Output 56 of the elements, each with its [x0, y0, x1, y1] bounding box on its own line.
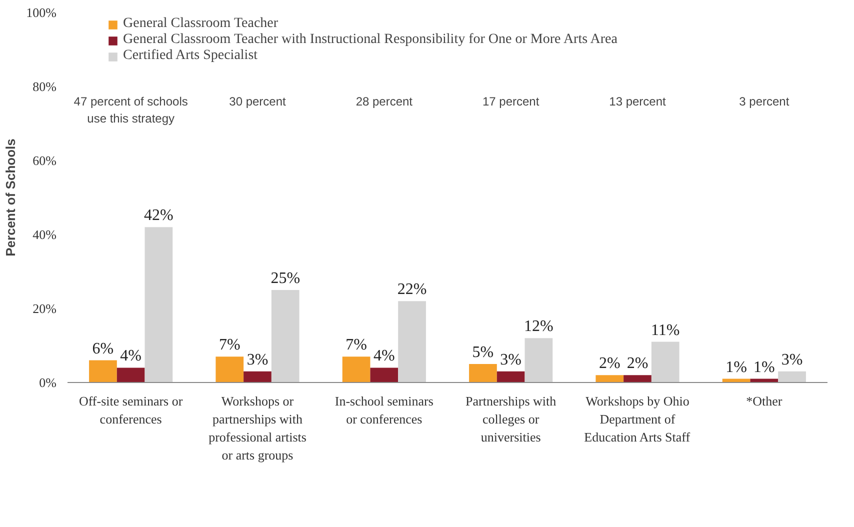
data-label: 4%: [374, 348, 395, 365]
bar: [89, 360, 117, 382]
data-label: 7%: [218, 336, 240, 354]
bar: [116, 368, 145, 382]
data-label: 11%: [651, 322, 680, 339]
annotation: 3 percent: [739, 94, 790, 108]
bar: [244, 371, 272, 382]
bar: [778, 371, 806, 382]
annotation: 30 percent: [229, 94, 287, 108]
annotation: 47 percent of schools use this strategy: [74, 94, 188, 126]
data-label: 1%: [754, 358, 775, 376]
data-label: 1%: [726, 358, 747, 376]
y-axis-title: Percent of Schools: [3, 138, 18, 256]
x-tick-label: Workshops or partnerships with professional artists or arts groups: [208, 394, 306, 462]
y-tick-label: 0%: [39, 375, 57, 390]
data-label: 6%: [92, 340, 114, 358]
bar: [370, 368, 398, 382]
data-label: 25%: [270, 270, 300, 287]
y-tick-label: 40%: [32, 227, 57, 242]
bar: [496, 371, 525, 382]
data-label: 3%: [246, 351, 268, 368]
data-label: 12%: [524, 318, 554, 336]
data-label: 2%: [626, 355, 648, 372]
bar: [524, 338, 553, 382]
legend-label: Certified Arts Specialist: [123, 48, 258, 64]
bar: [596, 375, 624, 382]
x-tick-label: *Other: [746, 394, 783, 408]
bar: [342, 356, 370, 382]
bar: [144, 227, 173, 382]
data-label: 7%: [346, 336, 367, 354]
data-label: 22%: [397, 281, 427, 298]
y-tick-label: 80%: [32, 79, 57, 94]
legend-label: General Classroom Teacher: [123, 16, 278, 32]
legend-label: General Classroom Teacher with Instructional Responsibility for One or More Arts Area: [123, 32, 618, 48]
bar: [216, 356, 244, 382]
bar: [398, 301, 426, 382]
annotation: 13 percent: [609, 94, 667, 108]
data-label: 3%: [500, 351, 522, 368]
x-tick-label: In-school seminars or conferences: [334, 394, 434, 426]
annotation: 28 percent: [356, 94, 414, 108]
data-label: 42%: [144, 207, 174, 224]
data-label: 4%: [120, 348, 142, 365]
y-tick-label: 60%: [32, 153, 57, 168]
bar: [651, 342, 680, 382]
x-tick-label: Workshops by Ohio Department of Education Arts Staff: [584, 394, 691, 444]
y-tick-label: 100%: [26, 5, 57, 20]
data-label: 5%: [472, 344, 494, 361]
x-tick-label: Partnerships with colleges or universities: [466, 394, 557, 444]
y-tick-label: 20%: [32, 301, 57, 316]
data-label: 2%: [598, 355, 620, 372]
data-label: 3%: [781, 351, 803, 368]
bar: [271, 290, 300, 382]
bar: [469, 364, 497, 382]
annotation: 17 percent: [482, 94, 540, 108]
x-tick-label: Off-site seminars or conferences: [78, 394, 184, 426]
bar: [624, 375, 652, 382]
